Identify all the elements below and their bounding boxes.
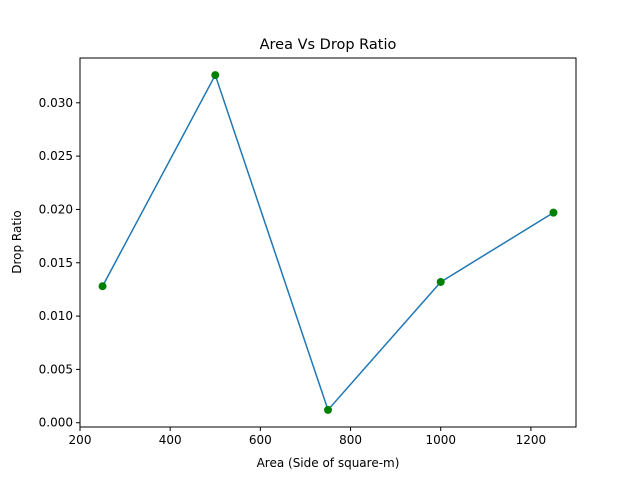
y-tick-label: 0.010 xyxy=(39,309,73,323)
x-tick-label: 200 xyxy=(69,433,92,447)
y-axis-ticks: 0.000 0.005 0.010 0.015 0.020 0.025 0.030 xyxy=(39,96,80,430)
data-point xyxy=(549,208,558,217)
x-axis-label: Area (Side of square-m) xyxy=(257,456,400,470)
y-tick-label: 0.015 xyxy=(39,256,73,270)
x-tick-label: 400 xyxy=(159,433,182,447)
y-tick-label: 0.000 xyxy=(39,416,73,430)
data-point xyxy=(211,71,220,80)
y-axis-label: Drop Ratio xyxy=(10,210,24,274)
x-tick-label: 1200 xyxy=(516,433,547,447)
series-layer xyxy=(98,71,558,414)
data-point xyxy=(324,405,332,414)
y-tick-label: 0.005 xyxy=(39,362,73,376)
data-point xyxy=(436,277,445,286)
x-tick-label: 600 xyxy=(249,433,272,447)
x-tick-label: 1000 xyxy=(425,433,456,447)
y-tick-label: 0.030 xyxy=(39,96,73,110)
data-point xyxy=(98,282,107,291)
y-tick-label: 0.025 xyxy=(39,149,73,163)
y-tick-label: 0.020 xyxy=(39,202,73,216)
plot-frame xyxy=(79,57,577,428)
chart-title: Area Vs Drop Ratio xyxy=(260,37,397,53)
x-tick-label: 800 xyxy=(339,433,362,447)
x-axis-ticks: 200 400 600 800 1000 1200 xyxy=(69,427,547,447)
